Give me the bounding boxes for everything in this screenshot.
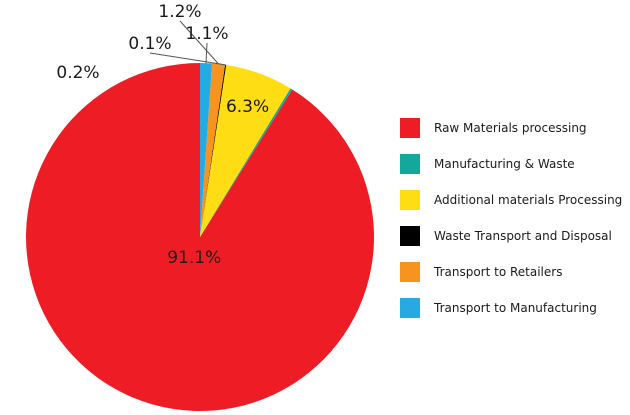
data-label-transport-to-retailers: 1.2%: [158, 2, 201, 22]
legend-label: Raw Materials processing: [434, 121, 587, 135]
legend-label: Manufacturing & Waste: [434, 157, 575, 171]
data-label-additional-materials-processing: 6.3%: [226, 97, 269, 117]
legend-swatch: [400, 190, 420, 210]
legend-label: Transport to Retailers: [434, 265, 563, 279]
leader-line-waste-transport-and-disposal: [149, 52, 226, 66]
legend-item-waste-transport-and-disposal: Waste Transport and Disposal: [400, 226, 630, 246]
data-label-manufacturing-and-waste: 0.2%: [56, 63, 99, 83]
leader-line-transport-to-manufacturing: [205, 42, 208, 64]
legend-swatch: [400, 154, 420, 174]
legend-swatch: [400, 262, 420, 282]
leader-line-transport-to-retailers: [179, 20, 219, 65]
pie-slice-raw-materials-processing: [25, 63, 375, 412]
legend-item-raw-materials-processing: Raw Materials processing: [400, 118, 630, 138]
data-label-transport-to-manufacturing: 1.1%: [185, 24, 228, 44]
data-label-raw-materials-processing: 91.1%: [167, 248, 221, 268]
pie-slice-manufacturing-and-waste: [200, 88, 293, 237]
legend-swatch: [400, 298, 420, 318]
pie-slice-waste-transport-and-disposal: [200, 64, 227, 238]
legend-swatch: [400, 118, 420, 138]
data-label-waste-transport-and-disposal: 0.1%: [128, 34, 171, 54]
chart-legend: Raw Materials processing Manufacturing & …: [400, 118, 630, 334]
legend-label: Waste Transport and Disposal: [434, 229, 612, 243]
legend-swatch: [400, 226, 420, 246]
legend-item-manufacturing-and-waste: Manufacturing & Waste: [400, 154, 630, 174]
legend-item-transport-to-manufacturing: Transport to Manufacturing: [400, 298, 630, 318]
pie-slice-additional-materials-processing: [200, 64, 291, 237]
pie-slice-transport-to-retailers: [200, 63, 226, 238]
legend-item-transport-to-retailers: Transport to Retailers: [400, 262, 630, 282]
legend-label: Additional materials Processing: [434, 193, 623, 207]
pie-chart: 91.1% 0.2% 6.3% 0.1% 1.2%1.1%: [25, 2, 375, 412]
legend-item-additional-materials-processing: Additional materials Processing: [400, 190, 630, 210]
pie-slice-transport-to-manufacturing: [200, 63, 213, 237]
legend-label: Transport to Manufacturing: [434, 301, 597, 315]
